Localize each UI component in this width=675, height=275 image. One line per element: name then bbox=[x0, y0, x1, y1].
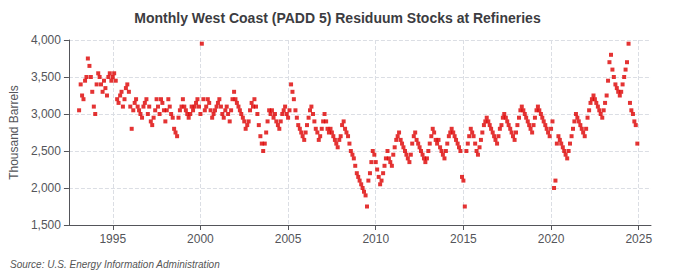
svg-text:2005: 2005 bbox=[275, 232, 302, 246]
svg-text:1,500: 1,500 bbox=[31, 218, 61, 232]
svg-text:2015: 2015 bbox=[450, 232, 477, 246]
svg-text:Source: U.S. Energy Informatio: Source: U.S. Energy Information Administ… bbox=[10, 259, 220, 270]
svg-text:Thousand Barrels: Thousand Barrels bbox=[7, 85, 21, 180]
svg-text:2010: 2010 bbox=[362, 232, 389, 246]
svg-text:1995: 1995 bbox=[99, 232, 126, 246]
svg-text:2,500: 2,500 bbox=[31, 144, 61, 158]
svg-text:3,000: 3,000 bbox=[31, 107, 61, 121]
svg-text:2020: 2020 bbox=[538, 232, 565, 246]
svg-text:Monthly West Coast (PADD 5) Re: Monthly West Coast (PADD 5) Residuum Sto… bbox=[134, 10, 541, 26]
svg-text:2,000: 2,000 bbox=[31, 181, 61, 195]
svg-text:4,000: 4,000 bbox=[31, 33, 61, 47]
svg-text:3,500: 3,500 bbox=[31, 70, 61, 84]
svg-text:2025: 2025 bbox=[625, 232, 652, 246]
svg-text:2000: 2000 bbox=[187, 232, 214, 246]
